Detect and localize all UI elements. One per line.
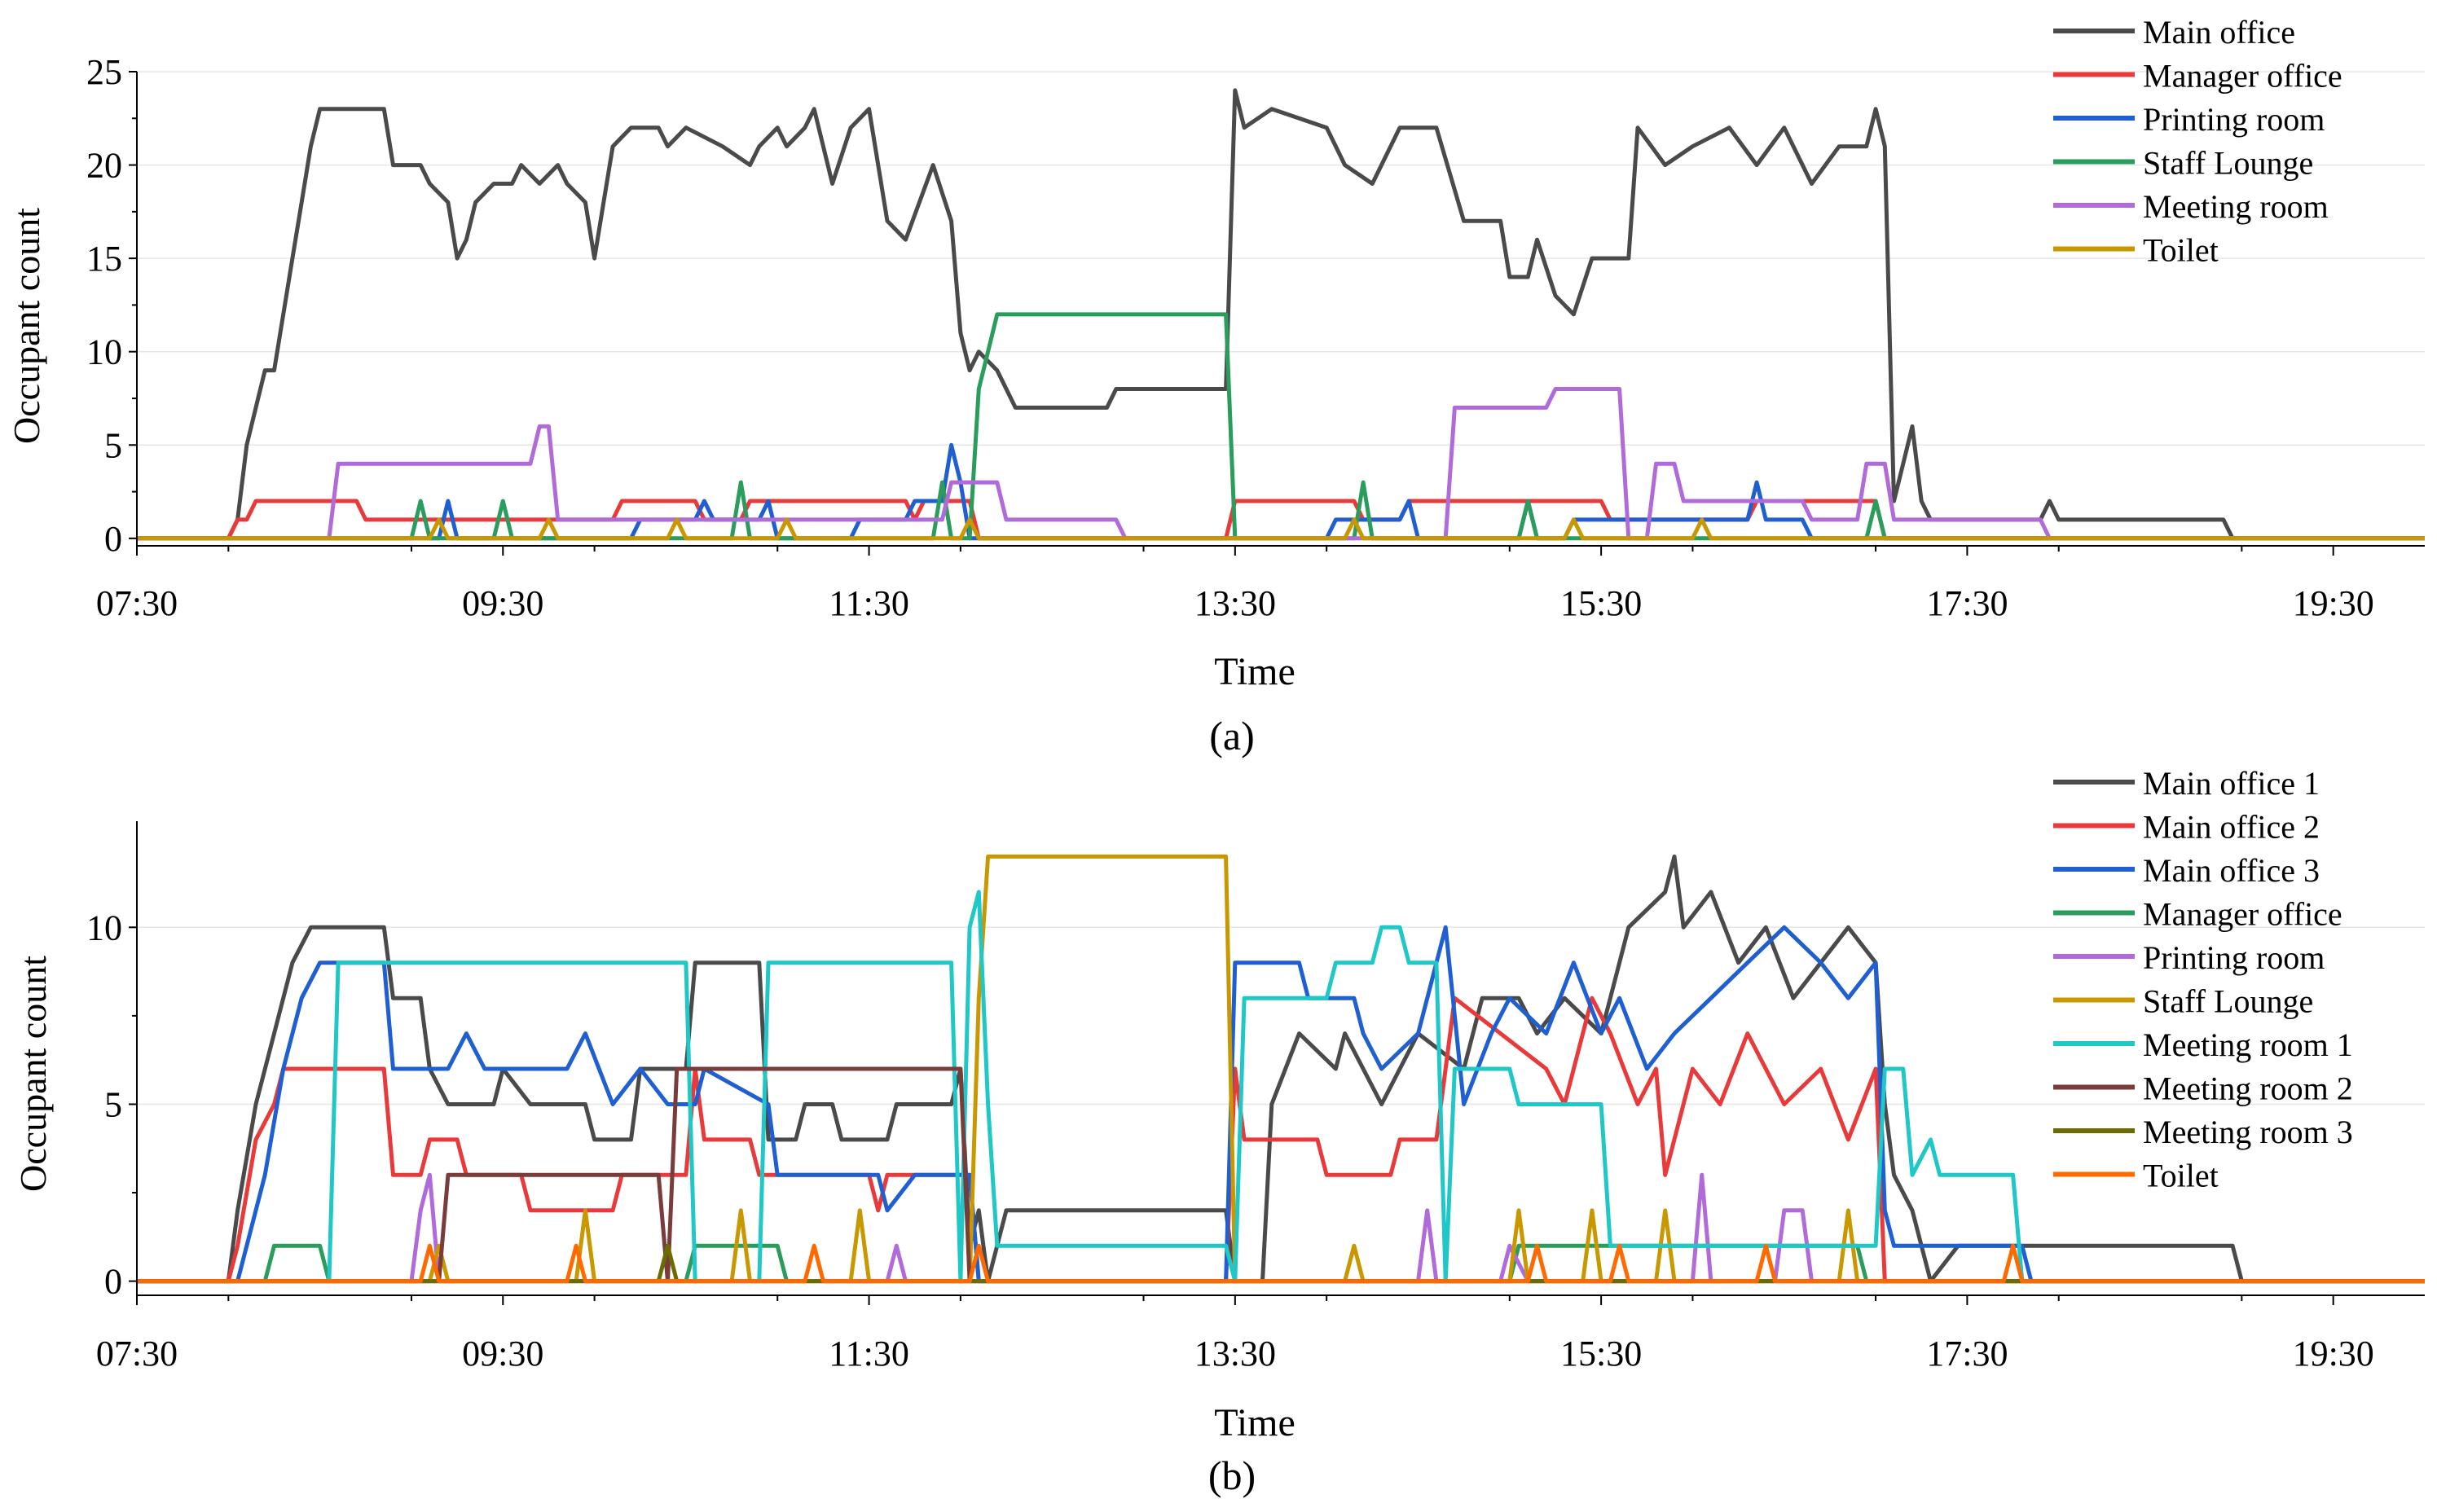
y-tick-label: 0 [104,1262,122,1302]
panel-b: 07:30 09:30 11:30 13:30 15:30 17:30 19:30 0 5 10… [12,765,2425,1498]
series-line-main-office-1 [137,854,2425,1284]
legend-label: Main office 1 [2143,765,2320,802]
series-line-printing-room [137,442,2425,541]
panel-a-x-ticks: 07:30 09:30 11:30 13:30 15:30 17:30 19:30 [96,546,2374,623]
x-tick-label: 19:30 [2293,1334,2374,1374]
legend-label: Printing room [2143,939,2325,976]
y-tick-label: 10 [86,332,122,372]
legend-label: Manager office [2143,58,2342,94]
y-tick-label: 20 [86,146,122,186]
panel-a: 07:30 09:30 11:30 13:30 15:30 17:30 19:30 0 5 10… [6,14,2425,758]
legend-label: Staff Lounge [2143,983,2313,1020]
x-tick-label: 15:30 [1560,1334,1642,1374]
series-line-meeting-room-1 [137,890,2425,1284]
panel-a-caption: (a) [1209,713,1255,758]
x-tick-label: 09:30 [462,1334,543,1374]
series-line-toilet [137,1243,2425,1284]
y-tick-label: 10 [86,908,122,947]
series-line-main-office-3 [137,925,2425,1284]
panel-b-x-axis-label: Time [1214,1401,1295,1444]
x-tick-label: 07:30 [96,583,178,623]
x-tick-label: 13:30 [1194,1334,1276,1374]
panel-b-x-ticks: 07:30 09:30 11:30 13:30 15:30 17:30 19:30 [96,1295,2374,1374]
x-tick-label: 11:30 [829,1334,909,1374]
legend-label: Meeting room 1 [2143,1026,2353,1063]
legend-label: Toilet [2143,232,2219,269]
panel-a-legend: Main office Manager office Printing room St… [2053,14,2342,269]
panel-b-y-ticks: 0 5 10 [86,908,137,1302]
series-line-meeting-room-3 [137,1243,2425,1284]
x-tick-label: 07:30 [96,1334,178,1374]
panel-a-x-axis-label: Time [1214,650,1295,693]
x-tick-label: 17:30 [1926,583,2008,623]
legend-label: Manager office [2143,896,2342,933]
series-line-manager-office [137,1243,2425,1284]
legend-label: Meeting room 2 [2143,1070,2353,1107]
panel-b-series-lines [137,854,2425,1284]
x-tick-label: 13:30 [1194,583,1276,623]
legend-label: Staff Lounge [2143,145,2313,182]
y-tick-label: 5 [104,425,122,465]
panel-a-y-axis-label: Occupant count [6,208,47,444]
panel-b-caption: (b) [1208,1453,1256,1498]
panel-a-gridlines [137,71,2425,539]
legend-label: Meeting room 3 [2143,1114,2353,1150]
series-line-main-office-2 [137,996,2425,1284]
x-tick-label: 17:30 [1926,1334,2008,1374]
series-line-staff-lounge [137,854,2425,1284]
panel-a-series-lines [137,88,2425,541]
x-tick-label: 09:30 [462,583,543,623]
series-line-staff-lounge [137,312,2425,541]
series-line-main-office [137,88,2425,541]
x-tick-label: 11:30 [829,583,909,623]
series-line-toilet [137,517,2425,541]
x-tick-label: 15:30 [1560,583,1642,623]
legend-label: Main office 3 [2143,852,2320,889]
series-line-meeting-room [137,387,2425,541]
panel-b-legend: Main office 1 Main office 2 Main office 3 M… [2053,765,2353,1194]
y-tick-label: 0 [104,519,122,559]
x-tick-label: 19:30 [2293,583,2374,623]
legend-label: Main office 2 [2143,809,2320,846]
series-line-manager-office [137,499,2425,541]
legend-label: Toilet [2143,1158,2219,1194]
panel-b-y-axis-label: Occupant count [12,956,54,1192]
y-tick-label: 15 [86,239,122,279]
legend-label: Meeting room [2143,188,2329,225]
legend-label: Main office [2143,14,2295,51]
panel-a-y-ticks: 0 5 10 15 20 25 [86,52,137,559]
y-tick-label: 25 [86,52,122,92]
legend-label: Printing room [2143,101,2325,138]
series-line-printing-room [137,1172,2425,1284]
y-tick-label: 5 [104,1084,122,1124]
